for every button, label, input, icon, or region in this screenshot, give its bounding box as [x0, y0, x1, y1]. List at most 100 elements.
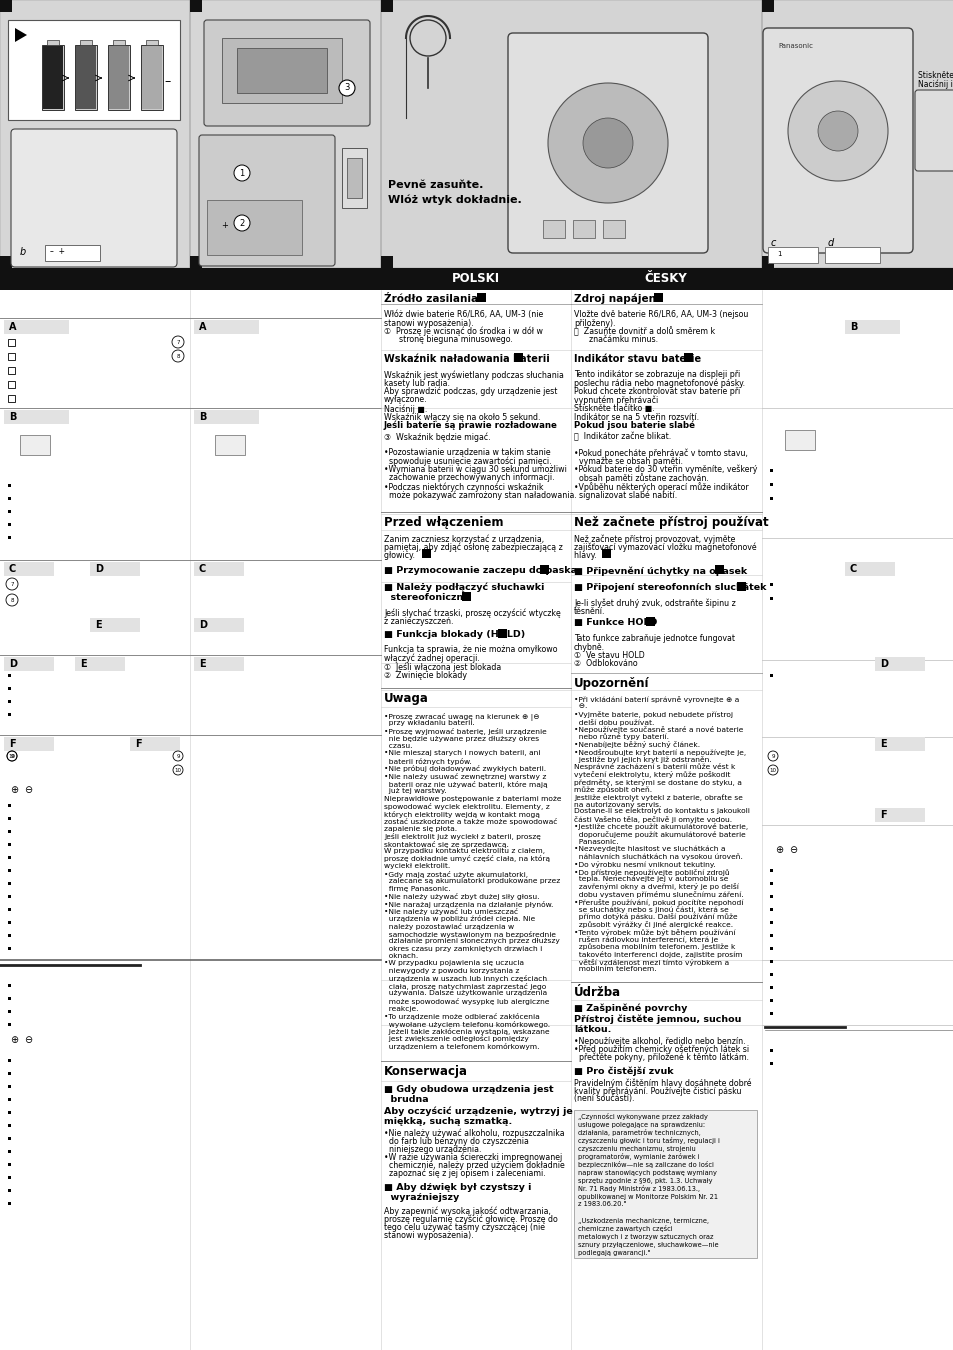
Text: czyszczeniu głowic i toru taśmy, regulacji i: czyszczeniu głowic i toru taśmy, regulac…: [578, 1138, 720, 1145]
Text: skontaktować się ze sprzedawcą.: skontaktować się ze sprzedawcą.: [384, 841, 508, 848]
Text: ①  Ve stavu HOLD: ① Ve stavu HOLD: [574, 651, 644, 660]
Bar: [542, 220, 564, 238]
Bar: [8, 674, 11, 676]
Bar: [207, 200, 302, 255]
Text: głowicy.: głowicy.: [384, 551, 417, 560]
Text: 8: 8: [10, 598, 13, 602]
Text: Wskaźnik naładowania baterii: Wskaźnik naładowania baterii: [384, 354, 553, 364]
Text: Nieprawidłowe postępowanie z bateriami może: Nieprawidłowe postępowanie z bateriami m…: [384, 795, 561, 802]
Text: brudna: brudna: [384, 1095, 428, 1103]
Text: zapoznać się z jej opisem i zaleceniami.: zapoznać się z jej opisem i zaleceniami.: [384, 1169, 545, 1179]
Bar: [8, 20, 180, 120]
Text: B: B: [849, 323, 857, 332]
Bar: [380, 0, 393, 12]
Text: tego celu używać taśmy czyszczącej (nie: tego celu używać taśmy czyszczącej (nie: [384, 1223, 544, 1233]
Text: B: B: [199, 412, 206, 423]
Text: Naciśnij ■.: Naciśnij ■.: [384, 404, 427, 413]
Text: Jeśli elektrolit już wyciekł z baterii, proszę: Jeśli elektrolit już wyciekł z baterii, …: [384, 833, 540, 840]
Bar: [8, 1023, 11, 1026]
Text: przy wkładaniu baterii.: przy wkładaniu baterii.: [384, 721, 475, 726]
Text: Než začnete přístroj používat: Než začnete přístroj používat: [574, 516, 768, 529]
FancyBboxPatch shape: [914, 90, 953, 171]
Text: •Nie należy używać zbyt dużej siły głosu.: •Nie należy używać zbyt dużej siły głosu…: [384, 892, 539, 900]
Bar: [8, 842, 11, 846]
Circle shape: [233, 215, 250, 231]
Text: •Jestliže chcete použít akumulátorové baterie,: •Jestliže chcete použít akumulátorové ba…: [574, 824, 747, 830]
Text: ■ Funkce HOLD: ■ Funkce HOLD: [574, 618, 659, 626]
Bar: [769, 597, 772, 599]
Text: POLSKI: POLSKI: [452, 273, 499, 285]
Text: •Nie mieszaj starych i nowych baterii, ani: •Nie mieszaj starych i nowych baterii, a…: [384, 751, 540, 756]
Text: •Pokud ponecháte přehrávač v tomto stavu,: •Pokud ponecháte přehrávač v tomto stavu…: [574, 448, 747, 458]
Text: bezpieczników—nie są zaliczane do lości: bezpieczników—nie są zaliczane do lości: [578, 1161, 713, 1169]
Bar: [8, 339, 15, 346]
Text: sprzętu zgodnie z §96, pkt. 1.3. Uchwały: sprzętu zgodnie z §96, pkt. 1.3. Uchwały: [578, 1177, 712, 1184]
Text: 7: 7: [10, 582, 13, 586]
Bar: [769, 583, 772, 586]
Text: miękką, suchą szmatką.: miękką, suchą szmatką.: [384, 1116, 512, 1126]
Bar: [8, 536, 11, 539]
Bar: [737, 582, 745, 591]
Text: Tento indikátor se zobrazuje na displeji při: Tento indikátor se zobrazuje na displeji…: [574, 370, 740, 379]
Bar: [0, 269, 953, 290]
Bar: [769, 869, 772, 872]
Bar: [769, 1062, 772, 1065]
Circle shape: [582, 117, 633, 167]
Text: programatorów, wymianie żarówek i: programatorów, wymianie żarówek i: [578, 1153, 699, 1161]
Text: zavřenými okny a dveřmi, který je po delší: zavřenými okny a dveřmi, který je po del…: [574, 883, 739, 891]
Bar: [341, 148, 367, 208]
Bar: [769, 946, 772, 950]
Text: D: D: [95, 564, 103, 574]
Text: z 1983.06.20.": z 1983.06.20.": [578, 1202, 626, 1207]
Bar: [4, 320, 69, 333]
Bar: [683, 352, 692, 362]
Bar: [0, 0, 12, 12]
Text: F: F: [9, 738, 15, 749]
Bar: [8, 1189, 11, 1192]
Text: ⊖: ⊖: [24, 784, 32, 795]
Circle shape: [338, 80, 355, 96]
Text: używania. Dalsze użytkowanie urządzenia: używania. Dalsze użytkowanie urządzenia: [384, 991, 547, 996]
Text: stronę bieguna minusowego.: stronę bieguna minusowego.: [384, 336, 513, 344]
Text: napraw stanowiących podstawę wymiany: napraw stanowiących podstawę wymiany: [578, 1169, 716, 1176]
Text: chemiczne zawartych części: chemiczne zawartych części: [578, 1226, 672, 1233]
Bar: [80, 40, 91, 45]
Text: •Pokud baterie do 30 vteřin vyměníte, veškerý: •Pokud baterie do 30 vteřin vyměníte, ve…: [574, 464, 757, 474]
Text: Przed włączeniem: Przed włączeniem: [384, 516, 503, 529]
Bar: [874, 809, 924, 822]
Text: ■ Gdy obudowa urządzenia jest: ■ Gdy obudowa urządzenia jest: [384, 1084, 553, 1094]
Text: Aby zapewnić wysoką jakość odtwarzania,: Aby zapewnić wysoką jakość odtwarzania,: [384, 1207, 550, 1216]
Text: poslechu rádia nebo magnetofonové pásky.: poslechu rádia nebo magnetofonové pásky.: [574, 378, 744, 387]
Bar: [8, 687, 11, 690]
Text: 1: 1: [239, 169, 244, 177]
Text: ⊕: ⊕: [10, 1035, 18, 1045]
Bar: [421, 549, 431, 558]
Text: doporučujeme použít akumulátorové baterie: doporučujeme použít akumulátorové bateri…: [574, 832, 745, 838]
Bar: [769, 882, 772, 886]
Text: nebo různé typy baterií.: nebo různé typy baterií.: [574, 733, 668, 741]
Text: Pokud jsou baterie slabé: Pokud jsou baterie slabé: [574, 420, 695, 429]
Text: proszę dokładnie umyć część ciała, na którą: proszę dokładnie umyć część ciała, na kt…: [384, 856, 550, 863]
Bar: [844, 562, 894, 576]
Text: A: A: [9, 323, 16, 332]
Text: přímo dotýká pásku. Další používání může: přímo dotýká pásku. Další používání může: [574, 914, 737, 921]
Bar: [8, 817, 11, 819]
Bar: [193, 320, 258, 333]
Text: •W przypadku pojawienia się uczucia: •W przypadku pojawienia się uczucia: [384, 960, 523, 967]
Text: 7: 7: [176, 339, 179, 344]
Text: •Tento výrobek může být během používání: •Tento výrobek může být během používání: [574, 929, 735, 936]
Text: Zanim zaczniesz korzystać z urządzenia,: Zanim zaczniesz korzystać z urządzenia,: [384, 535, 543, 544]
Bar: [236, 49, 327, 93]
Bar: [769, 483, 772, 486]
Text: D: D: [879, 659, 887, 670]
Text: může způsobit oheň.: může způsobit oheň.: [574, 786, 652, 792]
Text: větší vzdálenost mezi tímto výrobkem a: větší vzdálenost mezi tímto výrobkem a: [574, 958, 728, 965]
Text: ①  Jeśli włączona jest blokada: ① Jeśli włączona jest blokada: [384, 662, 500, 671]
Text: ■ Pro čistější zvuk: ■ Pro čistější zvuk: [574, 1066, 673, 1076]
Text: •Nie próbuj doładowywać zwykłych baterii.: •Nie próbuj doładowywać zwykłych baterii…: [384, 765, 545, 772]
Text: których elektrolity wejdą w kontakt mogą: których elektrolity wejdą w kontakt mogą: [384, 810, 539, 818]
Text: usługowe polegające na sprawdzeniu:: usługowe polegające na sprawdzeniu:: [578, 1122, 704, 1127]
Text: Jestliže elektrolyt vytekl z baterie, obraťte se: Jestliže elektrolyt vytekl z baterie, ob…: [574, 794, 742, 801]
Text: metalowych i z tworzyw sztucznych oraz: metalowych i z tworzyw sztucznych oraz: [578, 1234, 713, 1239]
Bar: [761, 0, 773, 12]
